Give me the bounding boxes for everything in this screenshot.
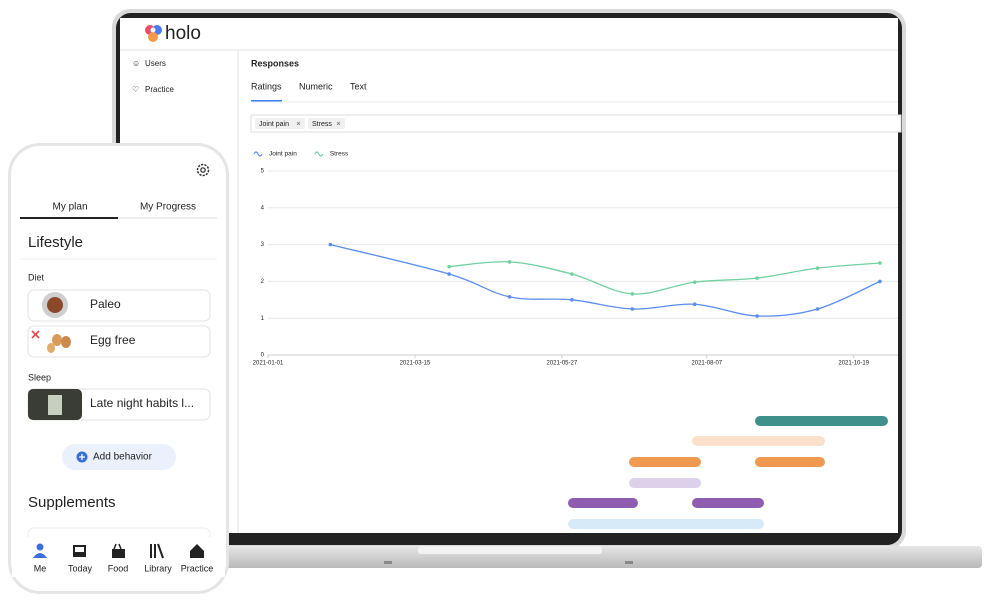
logo-mark xyxy=(145,25,162,42)
chip[interactable] xyxy=(255,118,305,129)
laptop-base xyxy=(200,546,982,568)
y-tick-label: 2 xyxy=(261,279,265,285)
data-point xyxy=(507,295,512,299)
nav-label[interactable]: Food xyxy=(108,563,129,573)
data-point xyxy=(878,261,882,265)
y-tick-label: 3 xyxy=(261,242,265,248)
nav-labels: Me Today Food Library Practice xyxy=(34,563,214,573)
x-tick-label: 2021-03-15 xyxy=(400,361,431,367)
timeline xyxy=(568,416,888,529)
legend-label[interactable]: Stress xyxy=(330,151,349,158)
data-point xyxy=(447,272,451,276)
group-label: Diet xyxy=(28,272,45,282)
data-point xyxy=(570,298,574,302)
card-image xyxy=(52,334,62,346)
add-icon xyxy=(79,454,85,460)
y-tick-label: 5 xyxy=(261,169,265,175)
card-image xyxy=(47,343,55,353)
sidebar-item[interactable]: Users xyxy=(145,59,166,68)
data-point xyxy=(692,280,697,284)
series-line xyxy=(449,261,880,295)
card-label: Paleo xyxy=(90,297,121,311)
data-point xyxy=(630,307,635,311)
tab[interactable]: Text xyxy=(350,81,367,91)
data-point xyxy=(507,260,512,264)
phone-tab[interactable]: My Progress xyxy=(140,202,196,213)
chip-label: Stress xyxy=(312,121,332,128)
data-point xyxy=(815,307,820,311)
chip-close[interactable] xyxy=(336,121,341,126)
nav-label[interactable]: Library xyxy=(144,563,172,573)
chip-close[interactable] xyxy=(296,121,301,126)
data-point xyxy=(878,279,882,284)
x-tick-label: 2021-01-01 xyxy=(253,361,284,367)
card-label: Egg free xyxy=(90,333,136,347)
logo: holo xyxy=(165,23,201,44)
data-point xyxy=(328,242,333,247)
add-button-label: Add behavior xyxy=(93,452,153,463)
card[interactable] xyxy=(27,289,211,322)
data-point xyxy=(630,292,635,296)
card[interactable] xyxy=(27,325,211,358)
x-tick-label: 2021-10-19 xyxy=(838,361,869,367)
screen xyxy=(120,18,898,533)
tab-active[interactable]: Ratings xyxy=(251,81,282,91)
laptop-notch xyxy=(418,546,602,554)
nav-label[interactable]: Today xyxy=(68,563,93,573)
section-title: Supplements xyxy=(28,494,116,511)
filter-box[interactable] xyxy=(250,114,902,133)
group-label: Sleep xyxy=(28,372,51,382)
chart: 0 1 2 3 4 5 2021-01-01 2021-03-15 2021-05-27 2021… xyxy=(253,151,898,367)
nav-label[interactable]: Practice xyxy=(181,563,214,573)
legend-icon xyxy=(314,151,324,157)
data-point xyxy=(755,314,759,318)
x-tick-label: 2021-05-27 xyxy=(547,361,578,367)
sidebar-icon: ♡ xyxy=(132,85,139,94)
nav-icons xyxy=(33,543,204,559)
x-tick-label: 2021-08-07 xyxy=(691,361,722,367)
card-image xyxy=(47,297,63,313)
y-tick-label: 1 xyxy=(261,316,265,322)
settings-icon[interactable] xyxy=(196,163,210,177)
card-image xyxy=(48,395,62,415)
section-title: Responses xyxy=(251,58,299,68)
sidebar-item[interactable]: Practice xyxy=(145,85,174,94)
data-point xyxy=(570,272,574,276)
y-tick-label: 0 xyxy=(261,353,265,359)
nav-label[interactable]: Me xyxy=(34,563,47,573)
sidebar-icon: ☺ xyxy=(132,59,140,68)
add-button[interactable] xyxy=(62,444,176,470)
data-point xyxy=(692,302,697,307)
legend-label[interactable]: Joint pain xyxy=(269,151,297,158)
phone-screen xyxy=(11,146,226,591)
excluded-icon xyxy=(31,330,40,339)
phone-tab-active[interactable]: My plan xyxy=(52,202,87,213)
chip-label: Joint pain xyxy=(259,121,289,128)
chip[interactable] xyxy=(308,118,345,129)
foot xyxy=(384,561,392,564)
y-tick-label: 4 xyxy=(261,205,265,211)
foot xyxy=(625,561,633,564)
tab[interactable]: Numeric xyxy=(299,81,333,91)
data-point xyxy=(447,264,451,269)
card-image xyxy=(61,336,71,348)
card-label: Late night habits l... xyxy=(90,396,194,410)
data-point xyxy=(755,276,759,280)
data-point xyxy=(815,266,820,270)
legend-icon xyxy=(253,151,263,157)
section-title: Lifestyle xyxy=(28,234,83,251)
